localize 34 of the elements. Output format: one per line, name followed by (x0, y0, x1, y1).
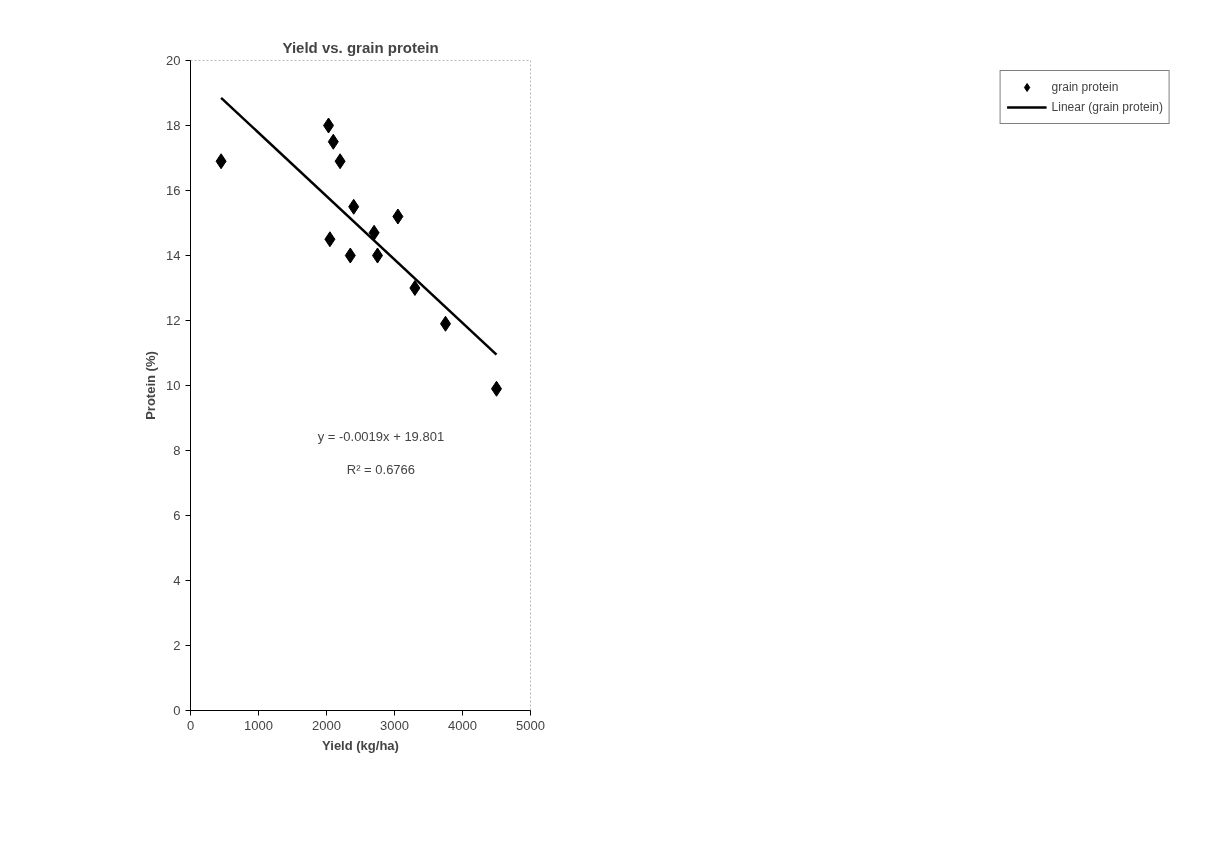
x-tick-label: 0 (186, 717, 195, 733)
point (324, 231, 336, 248)
point (344, 247, 356, 264)
legend-label: Linear (grain protein) (1051, 100, 1163, 114)
y-tick-label: 14 (166, 248, 181, 263)
point (334, 153, 346, 170)
x-axis-title: Yield (kg/ha) (322, 737, 399, 753)
chart-title: Yield vs. grain protein (282, 38, 439, 56)
legend-label: grain protein (1051, 80, 1119, 94)
point (368, 224, 380, 241)
point (215, 153, 227, 170)
y-tick-label: 4 (173, 573, 181, 588)
y-tick-label: 20 (166, 53, 181, 68)
annotation: R² = 0.6766 (346, 461, 416, 477)
point (348, 198, 360, 215)
y-tick-label: 8 (173, 443, 181, 458)
y-tick-label: 12 (166, 313, 181, 328)
x-tick-label: 5000 (516, 717, 545, 733)
point (392, 208, 404, 225)
x-tick-label: 3000 (380, 717, 409, 733)
x-tick-label: 4000 (448, 717, 477, 733)
point (323, 117, 335, 134)
point (409, 280, 421, 296)
x-tick-label: 1000 (244, 717, 273, 733)
y-tick-label: 16 (166, 183, 181, 198)
y-tick-label: 10 (166, 378, 181, 393)
x-tick-label: 2000 (312, 717, 341, 733)
y-axis-title: Protein (%) (143, 351, 159, 420)
y-tick-label: 2 (173, 638, 181, 653)
y-tick-label: 0 (173, 703, 181, 718)
y-tick-label: 18 (166, 118, 181, 133)
point (327, 133, 339, 150)
y-tick-label: 6 (173, 508, 181, 523)
annotation: y = -0.0019x + 19.801 (317, 429, 445, 444)
